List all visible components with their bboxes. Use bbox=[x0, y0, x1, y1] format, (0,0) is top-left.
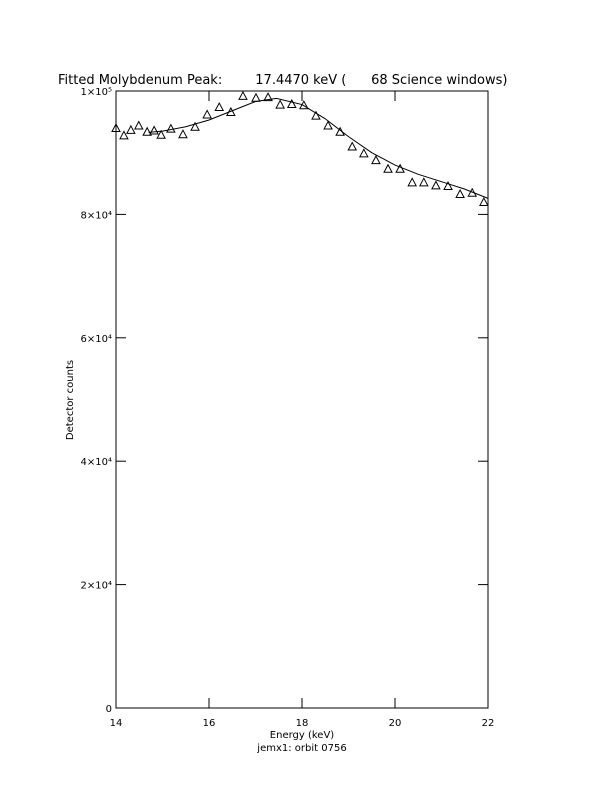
data-point bbox=[142, 126, 152, 136]
data-point bbox=[323, 120, 333, 130]
data-point bbox=[311, 110, 321, 120]
data-point bbox=[286, 98, 297, 108]
x-tick-label: 14 bbox=[110, 718, 123, 729]
data-point bbox=[418, 177, 429, 187]
x-axis-label: Energy (keV) bbox=[270, 730, 335, 741]
x-tick-label: 20 bbox=[389, 718, 402, 729]
data-point bbox=[371, 155, 381, 165]
data-point bbox=[166, 123, 176, 133]
data-point bbox=[238, 90, 248, 100]
data-point bbox=[335, 126, 345, 136]
data-point bbox=[359, 148, 369, 158]
data-point bbox=[178, 129, 188, 139]
y-tick-label: 1×10⁵ bbox=[81, 87, 112, 98]
data-point bbox=[263, 92, 273, 102]
data-point bbox=[190, 121, 200, 131]
y-tick-label: 2×10⁴ bbox=[81, 581, 112, 592]
chart-title: Fitted Molybdenum Peak: 17.4470 keV ( 68… bbox=[58, 73, 508, 88]
y-tick-label: 6×10⁴ bbox=[81, 334, 112, 345]
data-point bbox=[383, 163, 393, 173]
data-point bbox=[455, 188, 465, 199]
x-axis-sublabel: jemx1: orbit 0756 bbox=[256, 743, 346, 754]
data-point bbox=[156, 129, 166, 139]
plot-frame bbox=[115, 90, 489, 709]
data-point bbox=[395, 163, 405, 173]
data-point bbox=[202, 109, 212, 119]
data-point bbox=[347, 141, 358, 151]
data-point bbox=[111, 122, 121, 133]
data-point bbox=[133, 120, 144, 130]
data-point bbox=[275, 99, 285, 109]
fit-curve bbox=[148, 97, 489, 199]
data-point bbox=[126, 124, 136, 134]
x-tick-label: 16 bbox=[203, 718, 216, 729]
y-tick-label: 0 bbox=[106, 704, 112, 715]
data-point bbox=[431, 180, 441, 190]
data-point bbox=[478, 196, 489, 207]
data-point bbox=[407, 177, 418, 187]
x-tick-label: 22 bbox=[482, 718, 495, 729]
y-tick-label: 8×10⁴ bbox=[81, 210, 112, 221]
x-tick-label: 18 bbox=[296, 718, 309, 729]
y-axis-label: Detector counts bbox=[65, 360, 76, 440]
data-point bbox=[149, 125, 159, 135]
data-point bbox=[214, 101, 225, 112]
data-point bbox=[119, 130, 129, 140]
data-point bbox=[443, 180, 453, 191]
data-point bbox=[251, 92, 261, 102]
y-tick-label: 4×10⁴ bbox=[81, 457, 112, 468]
